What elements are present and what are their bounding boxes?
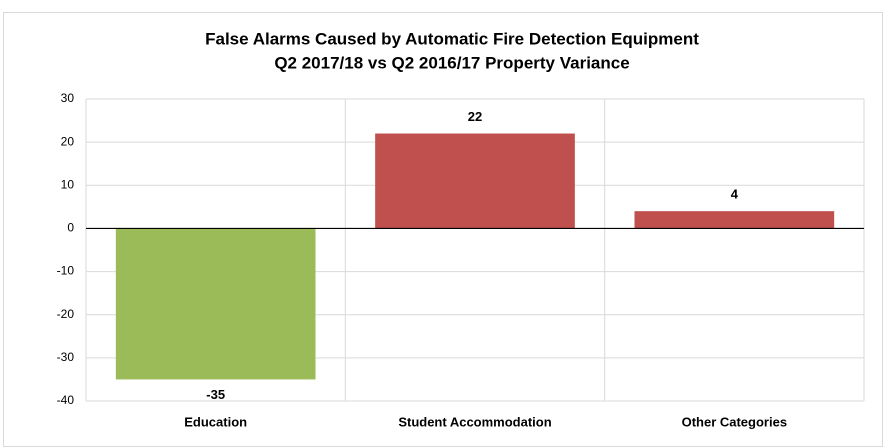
y-tick-label: -30 bbox=[57, 350, 75, 364]
x-tick-label: Education bbox=[184, 414, 247, 429]
y-tick-label: 30 bbox=[61, 91, 75, 105]
bar bbox=[115, 228, 316, 380]
y-tick-label: 0 bbox=[67, 221, 74, 235]
chart-title: False Alarms Caused by Automatic Fire De… bbox=[205, 29, 699, 48]
x-tick-label: Other Categories bbox=[682, 414, 787, 429]
y-tick-label: -40 bbox=[57, 393, 75, 407]
value-label: -35 bbox=[206, 387, 225, 402]
chart-title: Q2 2017/18 vs Q2 2016/17 Property Varian… bbox=[274, 53, 629, 72]
x-tick-label: Student Accommodation bbox=[398, 414, 551, 429]
y-tick-label: 20 bbox=[61, 134, 75, 148]
y-tick-label: -20 bbox=[57, 307, 75, 321]
bar bbox=[634, 211, 835, 229]
y-tick-label: -10 bbox=[57, 264, 75, 278]
value-label: 22 bbox=[468, 109, 482, 124]
y-tick-label: 10 bbox=[61, 177, 75, 191]
bar bbox=[375, 133, 575, 229]
value-label: 4 bbox=[731, 187, 739, 202]
